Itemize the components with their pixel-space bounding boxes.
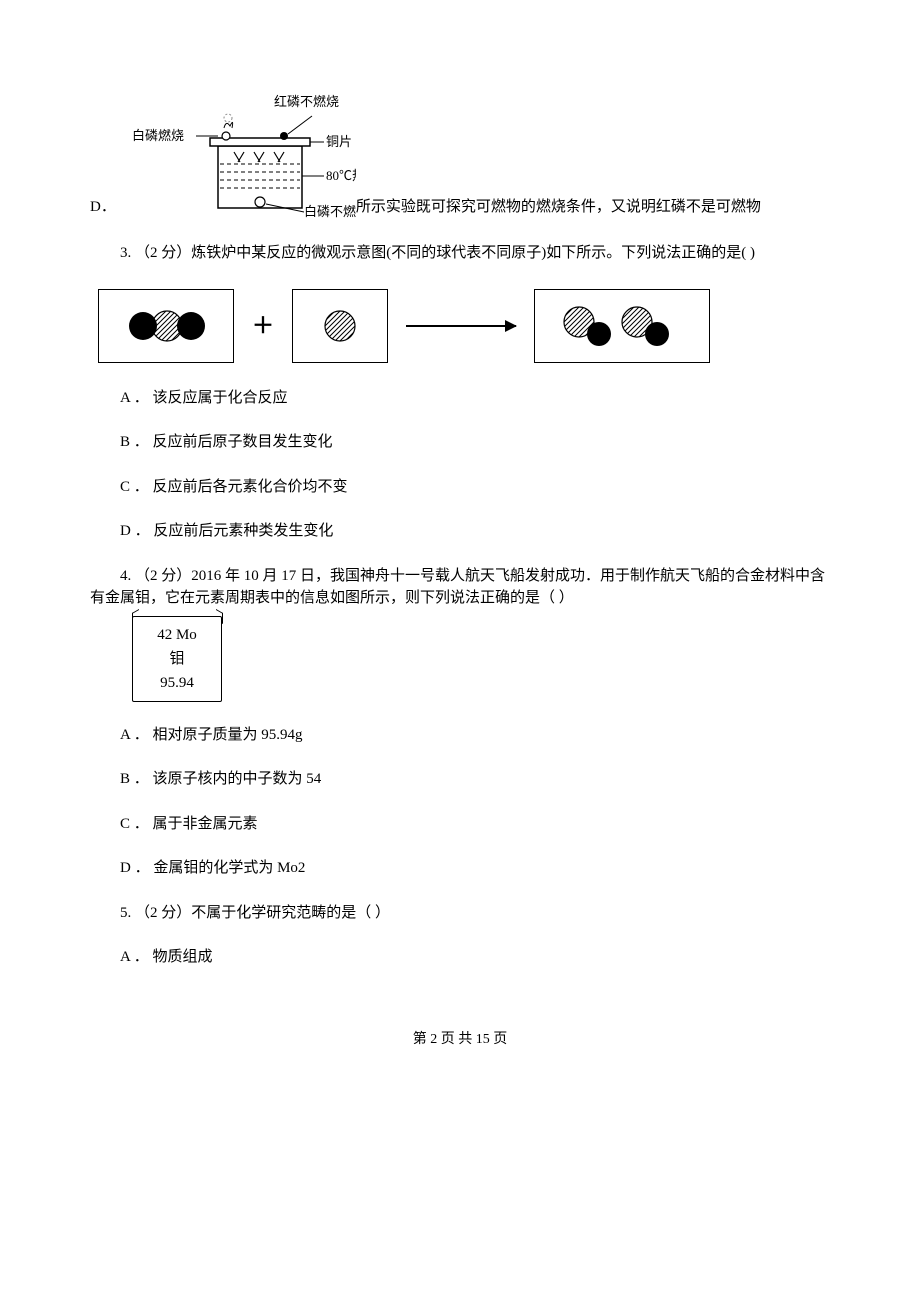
q3-option-b: B ． 反应前后原子数目发生变化	[90, 431, 830, 454]
q3-plus: ＋	[252, 309, 274, 342]
q2-option-d-row: D． 白	[90, 90, 830, 218]
q3-product	[534, 289, 710, 363]
q3-option-c: C ． 反应前后各元素化合价均不变	[90, 476, 830, 499]
q2-option-d-letter: D．	[90, 196, 116, 219]
q4-text: 4. （2 分）2016 年 10 月 17 日，我国神舟十一号载人航天飞船发射…	[90, 565, 830, 610]
q3-arrow	[406, 325, 516, 327]
q3-reactant-1	[98, 289, 234, 363]
q4-option-d: D ． 金属钼的化学式为 Mo2	[90, 857, 830, 880]
label-white-burn: 白磷燃烧	[132, 128, 184, 143]
q3-reactant-2	[292, 289, 388, 363]
q3-option-a: A ． 该反应属于化合反应	[90, 387, 830, 410]
page-footer: 第 2 页 共 15 页	[90, 1029, 830, 1050]
q4-option-a: A ． 相对原子质量为 95.94g	[90, 724, 830, 747]
label-copper: 铜片	[326, 134, 352, 149]
q3-option-d: D ． 反应前后元素种类发生变化	[90, 520, 830, 543]
q2-option-d-tail: 所示实验既可探究可燃物的燃烧条件，又说明红磷不是可燃物	[356, 196, 761, 219]
label-white-noburn: 白磷不燃烧	[304, 204, 356, 218]
tile-line2: 钼	[133, 647, 221, 671]
q2-combustion-diagram: 白磷燃烧 红磷不燃烧 铜片 80℃热水 白磷不燃烧	[126, 90, 356, 218]
tile-line1: 42 Mo	[133, 623, 221, 647]
label-red-noburn: 红磷不燃烧	[274, 94, 339, 109]
q5-text: 5. （2 分）不属于化学研究范畴的是（ ）	[90, 902, 830, 925]
q3-text: 3. （2 分）炼铁炉中某反应的微观示意图(不同的球代表不同原子)如下所示。下列…	[90, 242, 830, 265]
q4-element-tile: 42 Mo 钼 95.94	[132, 616, 222, 702]
q3-reaction-diagram: ＋	[98, 289, 830, 363]
label-hotwater: 80℃热水	[326, 168, 356, 183]
tile-line3: 95.94	[133, 671, 221, 695]
q5-option-a: A ． 物质组成	[90, 946, 830, 969]
q4-option-c: C ． 属于非金属元素	[90, 813, 830, 836]
q4-option-b: B ． 该原子核内的中子数为 54	[90, 768, 830, 791]
